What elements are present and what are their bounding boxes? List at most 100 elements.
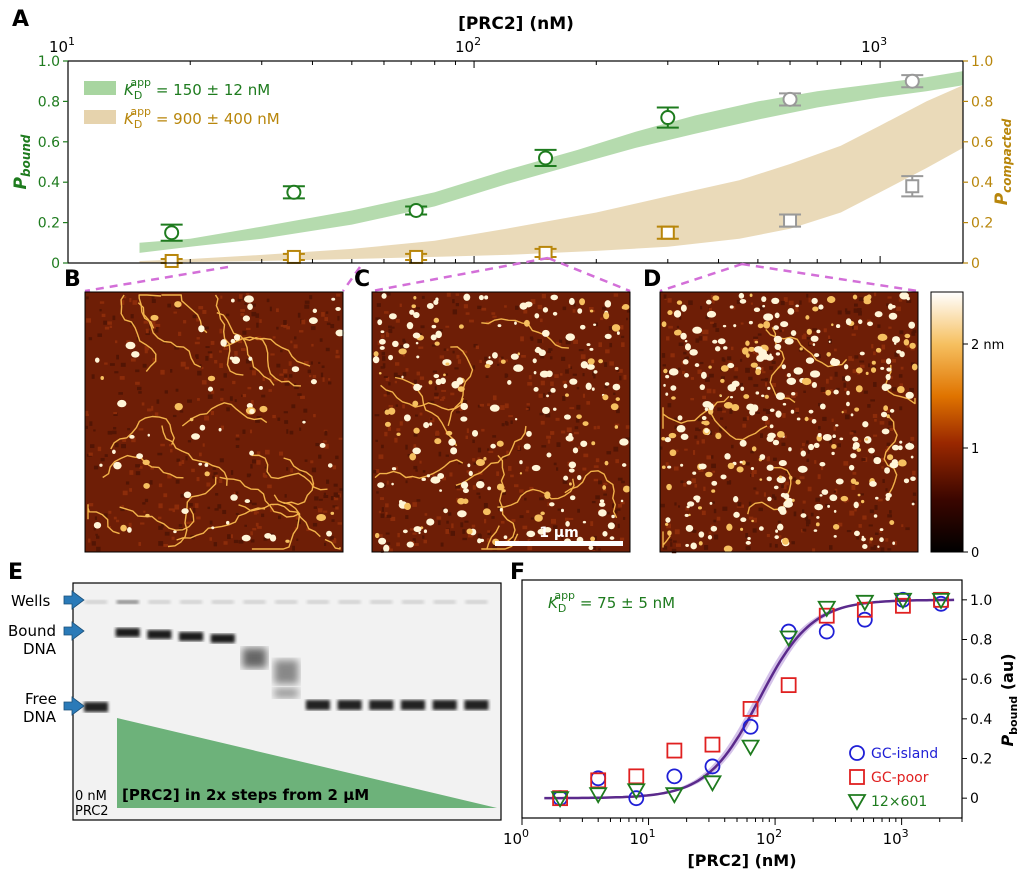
protein-blob	[426, 474, 431, 478]
protein-blob	[775, 529, 779, 533]
afm-noise	[245, 358, 251, 364]
afm-noise	[191, 468, 195, 473]
afm-noise	[818, 402, 823, 407]
afm-noise	[269, 306, 272, 312]
afm-noise	[871, 344, 874, 349]
bound-label-line1: Bound	[8, 622, 56, 640]
afm-noise	[233, 539, 239, 544]
protein-blob	[852, 436, 859, 442]
afm-noise	[695, 427, 699, 431]
afm-noise	[716, 516, 721, 521]
afm-noise	[799, 300, 802, 305]
afm-noise	[574, 426, 579, 430]
protein-blob	[775, 392, 786, 400]
afm-noise	[335, 349, 339, 354]
afm-noise	[676, 325, 680, 329]
afm-noise	[235, 444, 240, 448]
protein-blob	[150, 314, 159, 321]
afm-noise	[898, 298, 903, 302]
afm-noise	[815, 497, 820, 502]
protein-blob	[230, 298, 235, 303]
afm-noise	[618, 368, 623, 373]
dna-strand	[161, 425, 228, 486]
afm-noise	[802, 509, 805, 514]
protein-blob	[241, 534, 251, 542]
protein-blob	[120, 524, 127, 532]
afm-noise	[483, 503, 488, 508]
afm-noise	[622, 516, 626, 520]
dna-strand	[455, 425, 527, 486]
afm-noise	[179, 410, 184, 413]
afm-noise	[115, 519, 120, 523]
afm-noise	[142, 363, 147, 368]
afm-noise	[290, 468, 294, 473]
afm-noise	[501, 423, 505, 427]
protein-blob	[466, 528, 473, 535]
protein-blob	[844, 375, 851, 382]
protein-blob	[722, 324, 727, 328]
y-tick-label: 0	[970, 791, 979, 807]
afm-noise	[207, 506, 211, 510]
afm-noise	[750, 450, 755, 454]
afm-noise	[218, 478, 223, 484]
x-tick-exponent: 0	[522, 827, 529, 840]
afm-noise	[779, 329, 782, 333]
protein-blob	[335, 306, 341, 311]
protein-blob	[599, 499, 605, 503]
afm-noise	[546, 435, 552, 439]
protein-blob	[743, 394, 750, 399]
afm-noise	[856, 536, 859, 540]
afm-noise	[615, 459, 619, 464]
dna-strand	[235, 337, 302, 387]
afm-noise	[781, 442, 786, 446]
afm-noise	[129, 488, 133, 492]
afm-noise	[312, 374, 317, 379]
afm-noise	[396, 542, 400, 547]
protein-blob	[804, 416, 809, 422]
afm-noise	[476, 492, 481, 495]
afm-noise	[385, 503, 389, 508]
protein-blob	[899, 292, 909, 300]
bound-point	[164, 225, 180, 241]
afm-noise	[593, 374, 596, 379]
afm-noise	[755, 491, 759, 495]
afm-noise	[250, 464, 253, 469]
protein-blob	[729, 305, 734, 309]
protein-blob	[733, 324, 737, 328]
panel-label-d: D	[643, 267, 661, 292]
afm-noise	[175, 479, 180, 484]
afm-noise	[460, 522, 464, 528]
afm-noise	[527, 545, 533, 551]
afm-noise	[118, 392, 123, 395]
afm-noise	[267, 484, 272, 489]
protein-blob	[302, 420, 306, 424]
y-tick-label: 0.6	[970, 672, 992, 688]
protein-blob	[435, 297, 439, 302]
afm-noise	[492, 545, 498, 551]
gel-well	[402, 600, 424, 604]
afm-noise	[333, 492, 338, 497]
afm-noise	[234, 351, 238, 356]
protein-blob	[507, 380, 512, 385]
afm-noise	[868, 363, 871, 368]
protein-blob	[763, 321, 771, 329]
triangle-marker	[779, 630, 799, 648]
protein-blob	[771, 297, 780, 304]
afm-noise	[831, 418, 834, 422]
afm-noise	[771, 360, 776, 364]
afm-noise	[332, 505, 338, 508]
afm-noise	[304, 361, 309, 366]
afm-noise	[896, 306, 901, 312]
afm-noise	[413, 433, 418, 437]
afm-noise	[762, 408, 767, 412]
afm-noise	[887, 514, 892, 518]
gel-well	[211, 600, 234, 604]
protein-blob	[247, 303, 253, 310]
protein-blob	[841, 410, 844, 414]
protein-blob	[886, 414, 890, 419]
afm-noise	[94, 516, 97, 520]
afm-noise	[492, 315, 497, 318]
afm-noise	[204, 326, 209, 330]
protein-blob	[383, 544, 390, 553]
afm-noise	[504, 403, 509, 409]
